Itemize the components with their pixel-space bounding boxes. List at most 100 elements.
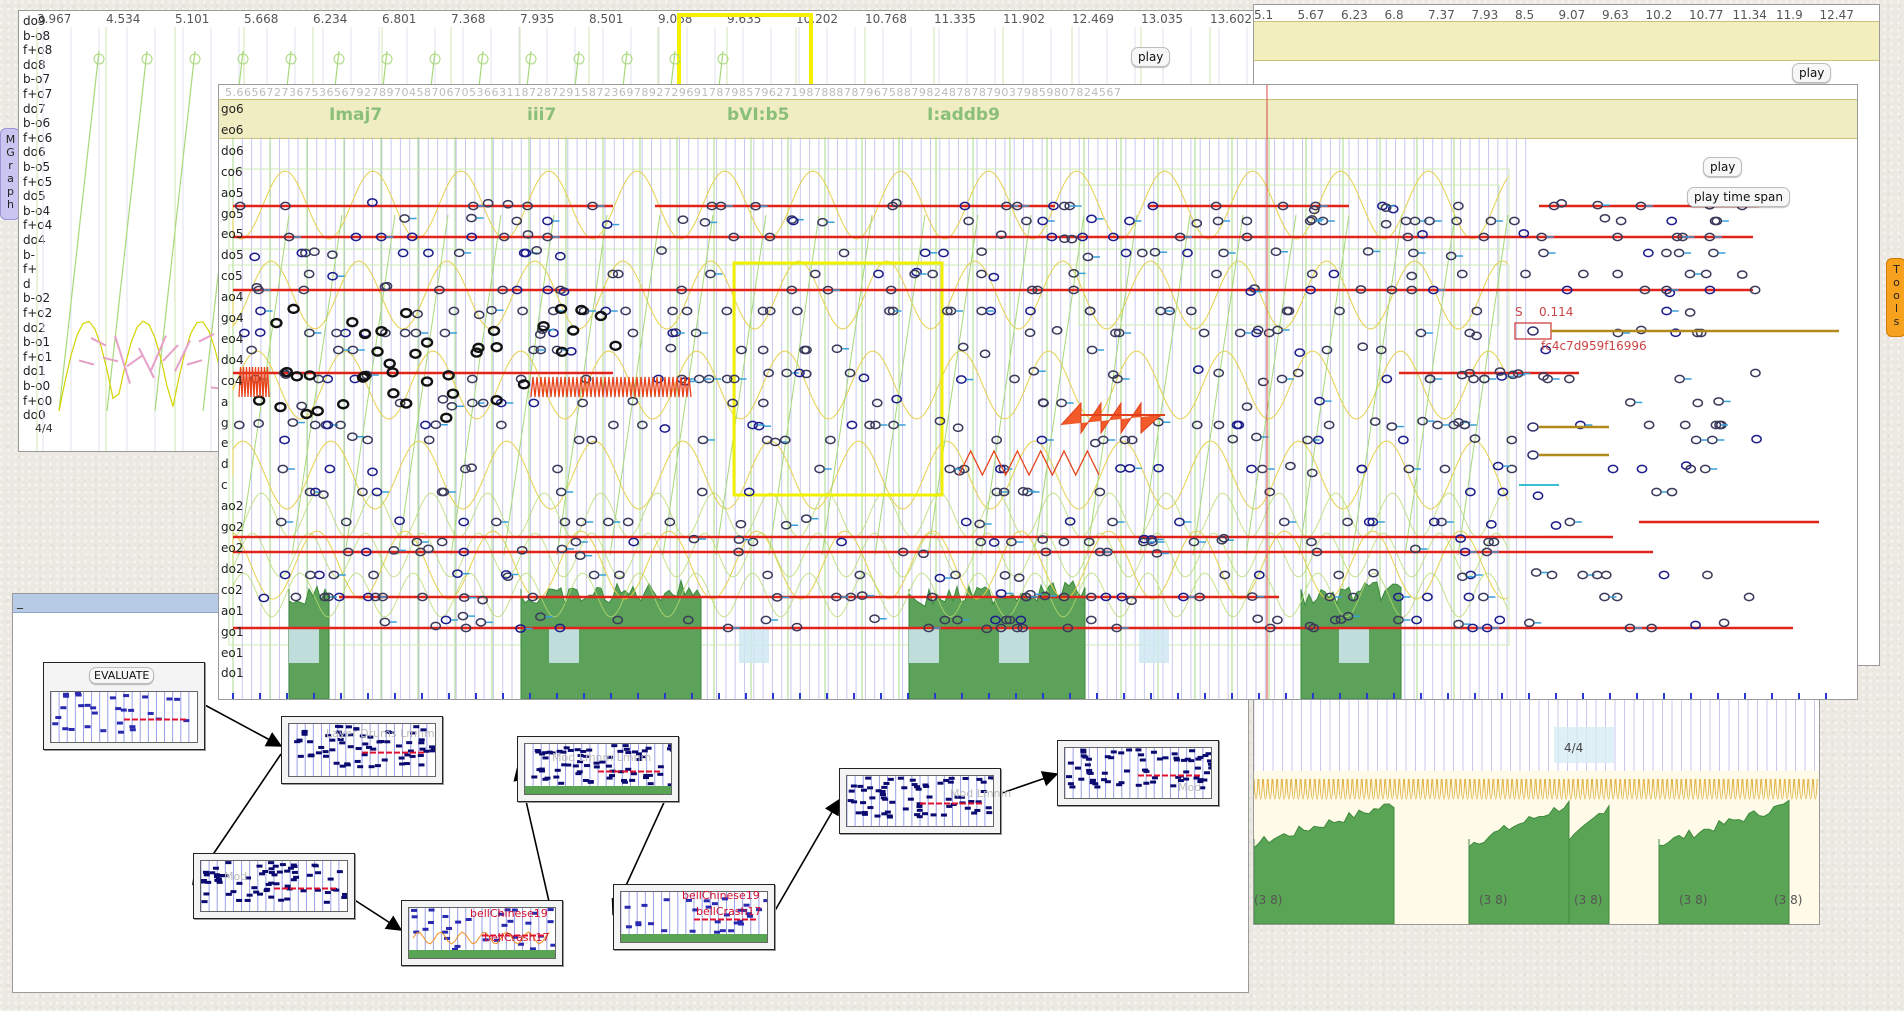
front-note-head <box>831 592 842 602</box>
front-note-head <box>1538 372 1549 381</box>
front-note-head <box>542 216 553 226</box>
front-note-head <box>1356 464 1368 474</box>
thumbnail-note <box>622 744 629 748</box>
graph-title: _ <box>17 595 23 609</box>
front-note-head <box>1518 229 1530 238</box>
right-ruler-tick: 6.8 <box>1384 8 1404 22</box>
thumbnail-note <box>75 692 82 696</box>
front-note-head <box>1037 535 1049 544</box>
graph-node-mod-a[interactable]: Mod <box>193 853 355 919</box>
thumbnail-note <box>1078 777 1085 781</box>
tools-side-tab[interactable]: Tools <box>1886 258 1904 337</box>
thumbnail-note <box>403 762 410 766</box>
thumbnail-note <box>209 871 216 875</box>
right-lower-wave <box>1342 778 1348 800</box>
front-note-head <box>327 271 338 281</box>
thumbnail-note <box>404 753 411 757</box>
front-note-head <box>542 285 554 295</box>
front-note-head <box>960 517 972 527</box>
front-note-head <box>1453 201 1464 211</box>
thumbnail-note <box>625 767 632 771</box>
graph-node-layer[interactable]: Layer Drums Lmnm <box>281 716 443 784</box>
graph-node-bell-b[interactable]: bellChinese19 bellCrash17 <box>613 884 775 950</box>
thumbnail-note <box>91 711 98 715</box>
front-note-head <box>300 248 311 258</box>
front-note-head <box>1009 374 1020 384</box>
thumbnail-note <box>577 754 584 758</box>
front-note-head <box>1113 328 1125 338</box>
thumbnail-area <box>525 786 671 794</box>
front-note-head <box>440 615 452 625</box>
front-note-head <box>1313 435 1324 445</box>
front-note-head <box>399 307 413 319</box>
front-note-head <box>1615 216 1627 226</box>
front-note-head <box>1347 592 1359 602</box>
evaluate-button[interactable]: EVALUATE <box>89 667 155 684</box>
front-note-head <box>856 591 868 600</box>
thumbnail-note <box>558 781 565 785</box>
front-note-head <box>1107 232 1119 242</box>
front-note-head <box>457 611 469 621</box>
thumbnail-note <box>563 746 570 750</box>
front-note-head <box>1241 402 1253 412</box>
front-note-head <box>1124 463 1136 473</box>
front-note-head <box>1077 232 1088 242</box>
thumbnail-note <box>1116 783 1123 787</box>
graph-node-final[interactable]: Mod <box>1057 740 1219 806</box>
right-lower-wave <box>1371 778 1376 800</box>
front-note-head <box>1151 549 1163 558</box>
front-note-head <box>358 370 371 382</box>
graph-node-thumbnail <box>408 907 556 959</box>
thumbnail-note <box>413 725 420 729</box>
back-note <box>102 356 119 363</box>
play-time-span-button[interactable]: play time span <box>1687 187 1790 207</box>
thumbnail-note <box>1197 755 1204 759</box>
front-note-head <box>1375 345 1387 355</box>
thumbnail-note <box>230 890 237 894</box>
front-note-head <box>1120 248 1132 258</box>
thumbnail-note <box>586 748 593 752</box>
mgraph-side-tab[interactable]: MGraph <box>0 128 20 220</box>
thumbnail-note <box>663 898 670 902</box>
thumbnail-note <box>339 741 346 745</box>
front-note-head <box>252 395 266 406</box>
thumbnail-note <box>1142 768 1149 772</box>
front-piano-roll[interactable] <box>219 85 1857 699</box>
front-sine-wave <box>232 170 1509 240</box>
right-lower-wave <box>1742 778 1748 800</box>
front-note-head <box>1743 592 1755 602</box>
front-note-head <box>1153 463 1164 473</box>
right-lower-wave <box>1521 778 1527 800</box>
back-play-button[interactable]: play <box>1131 47 1171 67</box>
thumbnail-note <box>636 758 643 762</box>
thumbnail-note <box>958 795 965 799</box>
front-note-head <box>375 325 388 337</box>
front-note-head <box>1334 306 1345 316</box>
thumbnail-note <box>723 913 730 917</box>
front-pitch-label: a <box>221 394 229 409</box>
right-lower-wave <box>1784 778 1790 800</box>
front-note-head <box>453 248 465 258</box>
graph-node-lmnm[interactable]: Mod Lmnm <box>839 768 1011 834</box>
front-play-button[interactable]: play <box>1703 157 1743 177</box>
front-note-head <box>659 424 671 433</box>
graph-node-mod-b[interactable]: Mod Lmnm Lmnm <box>517 736 679 802</box>
thumbnail-note <box>629 778 636 782</box>
thumbnail-note <box>606 776 613 780</box>
front-note-head <box>1000 615 1012 625</box>
front-score-window[interactable]: 5.66567273675365679278970458706705366311… <box>218 84 1858 700</box>
thumbnail-note <box>874 814 881 818</box>
graph-node-bell-a[interactable]: bellChinese19 bellCrash17 <box>401 900 563 966</box>
front-note-head <box>1006 537 1017 547</box>
thumbnail-note <box>847 799 854 803</box>
front-note-head <box>957 342 969 352</box>
front-note-head <box>448 306 460 316</box>
right-lower-window[interactable]: 4/4 (3 8) (3 8) (3 8) (3 8) (3 8) <box>1253 698 1820 925</box>
right-lower-wave <box>1403 778 1409 800</box>
evaluate-node[interactable]: EVALUATE <box>43 662 205 750</box>
thumbnail-note <box>1089 778 1096 782</box>
right-play-button[interactable]: play <box>1792 63 1832 83</box>
thumbnail-note <box>201 900 208 904</box>
back-envelope-point <box>237 53 249 65</box>
front-note-head <box>1046 232 1058 242</box>
